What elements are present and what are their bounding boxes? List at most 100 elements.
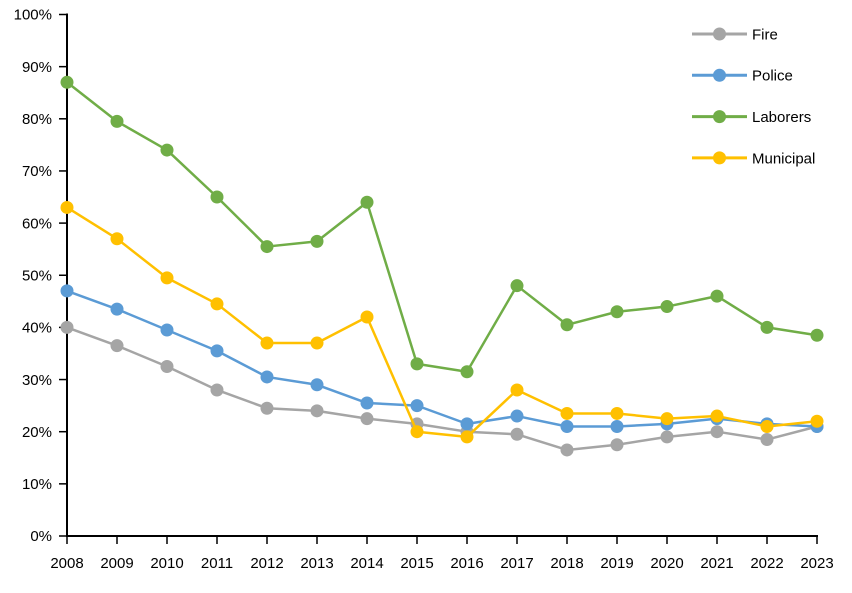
x-axis-tick-label: 2021 — [700, 555, 733, 572]
data-point-fire — [510, 427, 524, 441]
data-point-municipal — [460, 430, 474, 444]
series-laborers — [60, 75, 824, 379]
data-point-laborers — [210, 190, 224, 204]
legend-marker-swatch — [713, 110, 726, 124]
data-point-municipal — [760, 419, 774, 433]
x-axis-tick-label: 2018 — [550, 555, 583, 572]
data-point-municipal — [410, 425, 424, 439]
x-axis-tick-label: 2011 — [201, 555, 233, 572]
x-axis-tick-label: 2008 — [50, 555, 83, 572]
y-axis-tick-label: 90% — [22, 59, 52, 76]
y-axis-tick-label: 30% — [22, 372, 52, 389]
data-point-fire — [360, 412, 374, 426]
x-axis-tick-label: 2014 — [350, 555, 383, 572]
data-point-fire — [210, 383, 224, 397]
data-point-municipal — [360, 310, 374, 324]
x-axis-tick-label: 2019 — [600, 555, 633, 572]
y-axis-tick-label: 10% — [22, 476, 52, 493]
legend-item-municipal: Municipal — [692, 150, 815, 167]
data-point-laborers — [610, 305, 624, 319]
data-point-fire — [260, 401, 274, 415]
data-point-municipal — [510, 383, 524, 397]
x-axis-tick-label: 2015 — [400, 555, 433, 572]
data-point-fire — [610, 438, 624, 452]
series-line-laborers — [65, 81, 819, 373]
data-point-municipal — [610, 406, 624, 420]
data-point-police — [360, 396, 374, 410]
y-axis-tick-label: 70% — [22, 163, 52, 180]
legend-label: Laborers — [752, 109, 811, 126]
data-point-municipal — [60, 200, 74, 214]
x-axis-tick-label: 2013 — [300, 555, 333, 572]
x-axis-tick-label: 2016 — [450, 555, 483, 572]
data-point-police — [560, 419, 574, 433]
data-point-municipal — [110, 232, 124, 246]
data-point-laborers — [760, 320, 774, 334]
y-axis-tick-label: 50% — [22, 267, 52, 284]
data-point-police — [510, 409, 524, 423]
legend-item-laborers: Laborers — [692, 109, 811, 126]
axes: 0% 10% 20% 30% 40% 50% 60% 70% 80% 90% 100% 2008 200… — [14, 7, 834, 572]
data-point-laborers — [410, 357, 424, 371]
legend-item-police: Police — [692, 68, 793, 85]
data-point-laborers — [660, 300, 674, 314]
data-point-municipal — [310, 336, 324, 350]
data-point-municipal — [210, 297, 224, 311]
y-axis-tick-label: 60% — [22, 215, 52, 232]
data-point-municipal — [810, 414, 824, 428]
y-axis-tick-label: 20% — [22, 424, 52, 441]
legend-label: Police — [752, 68, 793, 85]
legend-marker-swatch — [713, 151, 726, 165]
data-point-municipal — [160, 271, 174, 285]
data-point-fire — [560, 443, 574, 457]
y-axis-tick-label: 80% — [22, 111, 52, 128]
x-axis-tick-label: 2010 — [150, 555, 183, 572]
legend-label: Fire — [752, 26, 778, 43]
data-point-laborers — [110, 114, 124, 128]
legend-marker-swatch — [713, 27, 726, 41]
data-point-laborers — [360, 195, 374, 209]
data-point-municipal — [560, 406, 574, 420]
y-axis-tick-label: 0% — [30, 528, 52, 545]
data-point-municipal — [260, 336, 274, 350]
data-point-laborers — [310, 234, 324, 248]
data-point-fire — [110, 339, 124, 353]
data-point-laborers — [710, 289, 724, 303]
data-point-laborers — [560, 318, 574, 332]
legend: Fire Police Laborers Municipal — [692, 26, 815, 167]
x-axis-tick-label: 2017 — [500, 555, 533, 572]
x-axis-tick-label: 2020 — [650, 555, 683, 572]
data-point-laborers — [60, 75, 74, 89]
x-axis-tick-label: 2022 — [750, 555, 783, 572]
legend-item-fire: Fire — [692, 26, 778, 43]
data-point-fire — [660, 430, 674, 444]
data-point-laborers — [510, 279, 524, 293]
data-point-police — [110, 302, 124, 316]
data-point-police — [460, 417, 474, 431]
series-line-municipal — [65, 206, 819, 439]
series-municipal — [60, 200, 824, 444]
data-point-police — [610, 419, 624, 433]
data-point-municipal — [710, 409, 724, 423]
data-point-laborers — [810, 328, 824, 342]
legend-label: Municipal — [752, 150, 815, 167]
data-point-laborers — [460, 365, 474, 379]
legend-marker-swatch — [713, 68, 726, 82]
data-point-fire — [760, 433, 774, 447]
data-point-fire — [710, 425, 724, 439]
data-point-municipal — [660, 412, 674, 426]
y-axis-tick-label: 100% — [14, 7, 52, 24]
series-police — [60, 284, 824, 433]
data-point-police — [260, 370, 274, 384]
x-axis-tick-label: 2009 — [100, 555, 133, 572]
data-point-laborers — [160, 143, 174, 157]
data-point-fire — [60, 320, 74, 334]
data-point-police — [210, 344, 224, 358]
x-axis-tick-label: 2023 — [800, 555, 833, 572]
series-line-police — [65, 289, 819, 428]
series-fire — [60, 320, 824, 457]
data-point-fire — [160, 360, 174, 374]
data-point-police — [160, 323, 174, 337]
